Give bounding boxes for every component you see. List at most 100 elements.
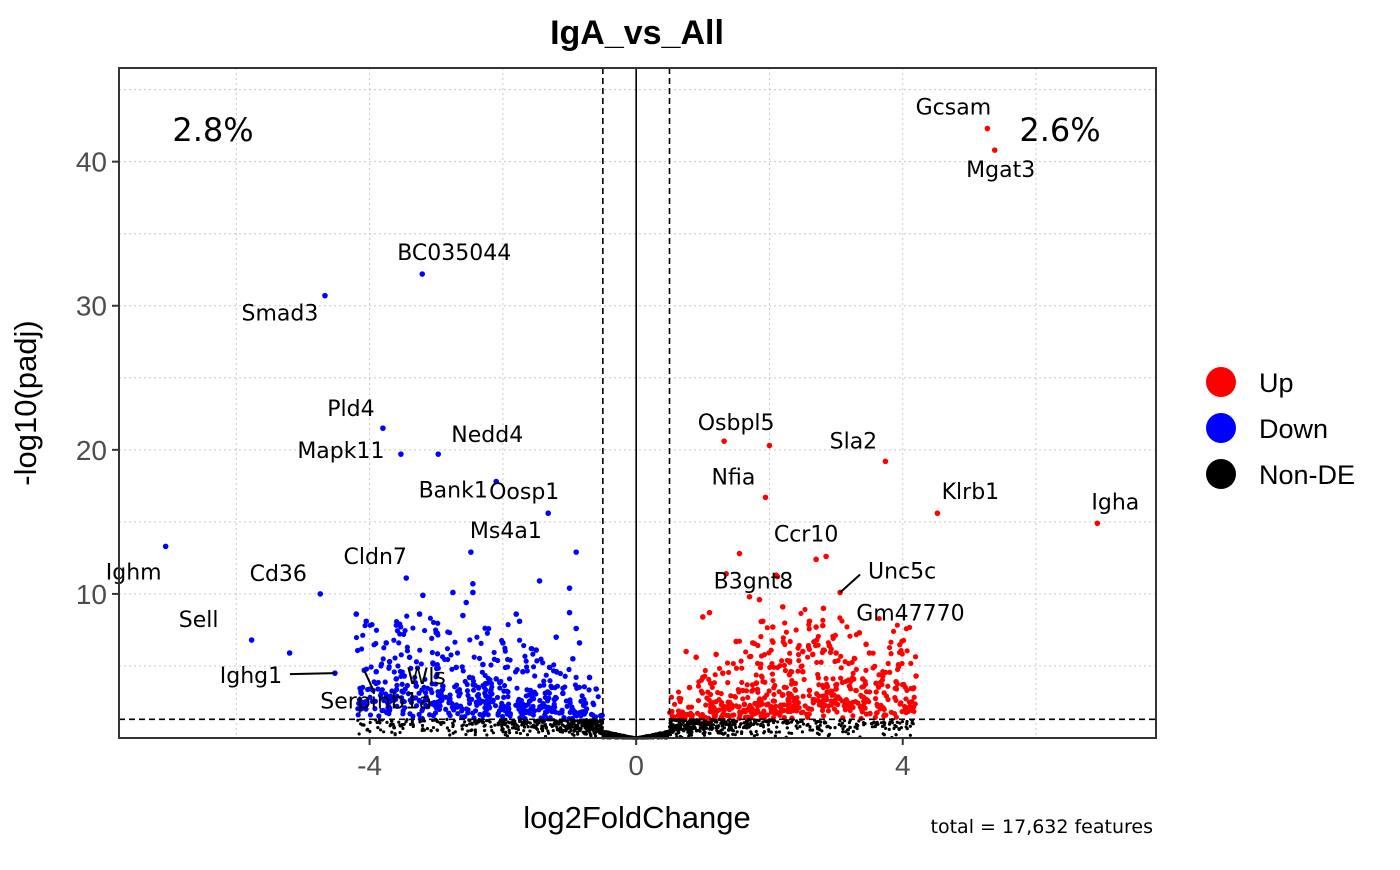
point-down <box>430 619 437 626</box>
point-down <box>470 581 476 587</box>
point-non-de <box>755 718 760 722</box>
point-down <box>476 685 482 691</box>
point-up <box>847 679 854 685</box>
point-down <box>433 674 439 680</box>
point-non-de <box>774 730 778 734</box>
point-up <box>813 624 819 630</box>
point-up <box>771 698 778 704</box>
point-up <box>736 550 743 557</box>
point-non-de <box>582 720 586 724</box>
point-non-de <box>554 719 558 723</box>
point-non-de <box>504 730 508 734</box>
point-down <box>453 664 460 671</box>
point-down <box>577 710 583 716</box>
point-non-de <box>439 722 443 726</box>
point-non-de <box>473 733 477 737</box>
point-non-de <box>564 728 568 733</box>
point-up <box>706 676 712 683</box>
point-non-de <box>556 727 560 732</box>
point-up <box>892 685 898 691</box>
point-up <box>756 596 763 603</box>
gene-label-gm47770: Gm47770 <box>856 601 964 626</box>
point-up <box>886 644 893 651</box>
point-up <box>873 689 879 695</box>
point-down <box>427 615 433 621</box>
point-down <box>422 690 429 696</box>
point-down <box>504 664 511 670</box>
point-up <box>893 714 899 720</box>
point-up <box>815 642 821 648</box>
gene-label-serpinb1a: Serpinb1a <box>320 689 432 714</box>
point-down <box>418 661 424 667</box>
point-down <box>529 646 535 652</box>
point-up <box>778 702 784 708</box>
point-non-de <box>410 719 414 723</box>
point-up <box>787 650 793 656</box>
point-down <box>367 712 374 718</box>
point-non-de <box>853 725 857 729</box>
point-down <box>573 625 579 632</box>
gene-label-unc5c: Unc5c <box>868 559 936 584</box>
point-down <box>595 694 601 700</box>
point-non-de <box>605 734 609 738</box>
point-down <box>566 609 573 616</box>
point-up <box>785 708 791 715</box>
point-down <box>400 711 406 717</box>
point-non-de <box>508 731 512 735</box>
y-axis-ticks: 10 20 30 40 <box>76 147 119 610</box>
point-down <box>435 620 441 626</box>
point-non-de <box>678 723 682 727</box>
point-up <box>805 642 812 649</box>
point-down <box>390 694 396 700</box>
point-up <box>768 709 775 715</box>
point-up <box>908 660 914 667</box>
point-down <box>530 651 536 657</box>
point-up <box>718 702 724 708</box>
point-non-de <box>720 731 724 736</box>
point-down <box>429 681 435 687</box>
point-up <box>733 638 739 645</box>
point-non-de <box>592 731 597 735</box>
point-non-de <box>899 725 904 730</box>
point-non-de <box>688 730 693 735</box>
point-down <box>454 650 461 656</box>
point-non-de <box>490 728 494 733</box>
point-up <box>842 707 848 713</box>
point-down <box>408 699 414 706</box>
point-up <box>795 668 801 674</box>
point-up <box>833 650 839 656</box>
point-up <box>888 639 894 645</box>
point-up <box>806 618 813 625</box>
point-up <box>764 625 770 631</box>
point-non-de <box>697 720 701 724</box>
point-non-de <box>588 726 592 730</box>
point-down <box>554 683 561 689</box>
point-down <box>536 578 543 584</box>
x-tick-label: 0 <box>628 750 644 781</box>
point-up <box>879 673 886 679</box>
point-up <box>716 665 723 672</box>
point-up <box>755 689 761 695</box>
point-non-de <box>818 723 822 727</box>
point-down <box>359 699 365 705</box>
point-non-de <box>900 719 905 724</box>
point-up <box>819 622 826 629</box>
point-down <box>531 708 538 714</box>
point-up <box>750 687 757 693</box>
point-non-de <box>888 722 892 726</box>
point-down <box>384 693 390 699</box>
point-down <box>502 648 508 654</box>
point-non-de <box>485 733 489 737</box>
point-non-de <box>379 728 383 732</box>
reference-lines <box>119 68 1156 738</box>
point-up <box>702 667 708 674</box>
point-down <box>474 634 480 640</box>
point-non-de <box>493 723 497 727</box>
point-down <box>484 630 490 636</box>
point-down <box>363 706 369 712</box>
point-non-de <box>708 727 712 731</box>
point-non-de <box>512 725 516 729</box>
point-down <box>377 692 384 699</box>
point-up <box>778 709 784 715</box>
point-non-de <box>523 722 527 726</box>
